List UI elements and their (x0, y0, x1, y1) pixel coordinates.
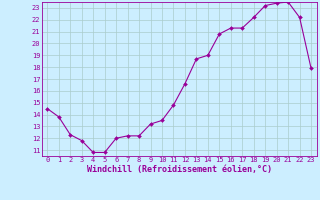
X-axis label: Windchill (Refroidissement éolien,°C): Windchill (Refroidissement éolien,°C) (87, 165, 272, 174)
